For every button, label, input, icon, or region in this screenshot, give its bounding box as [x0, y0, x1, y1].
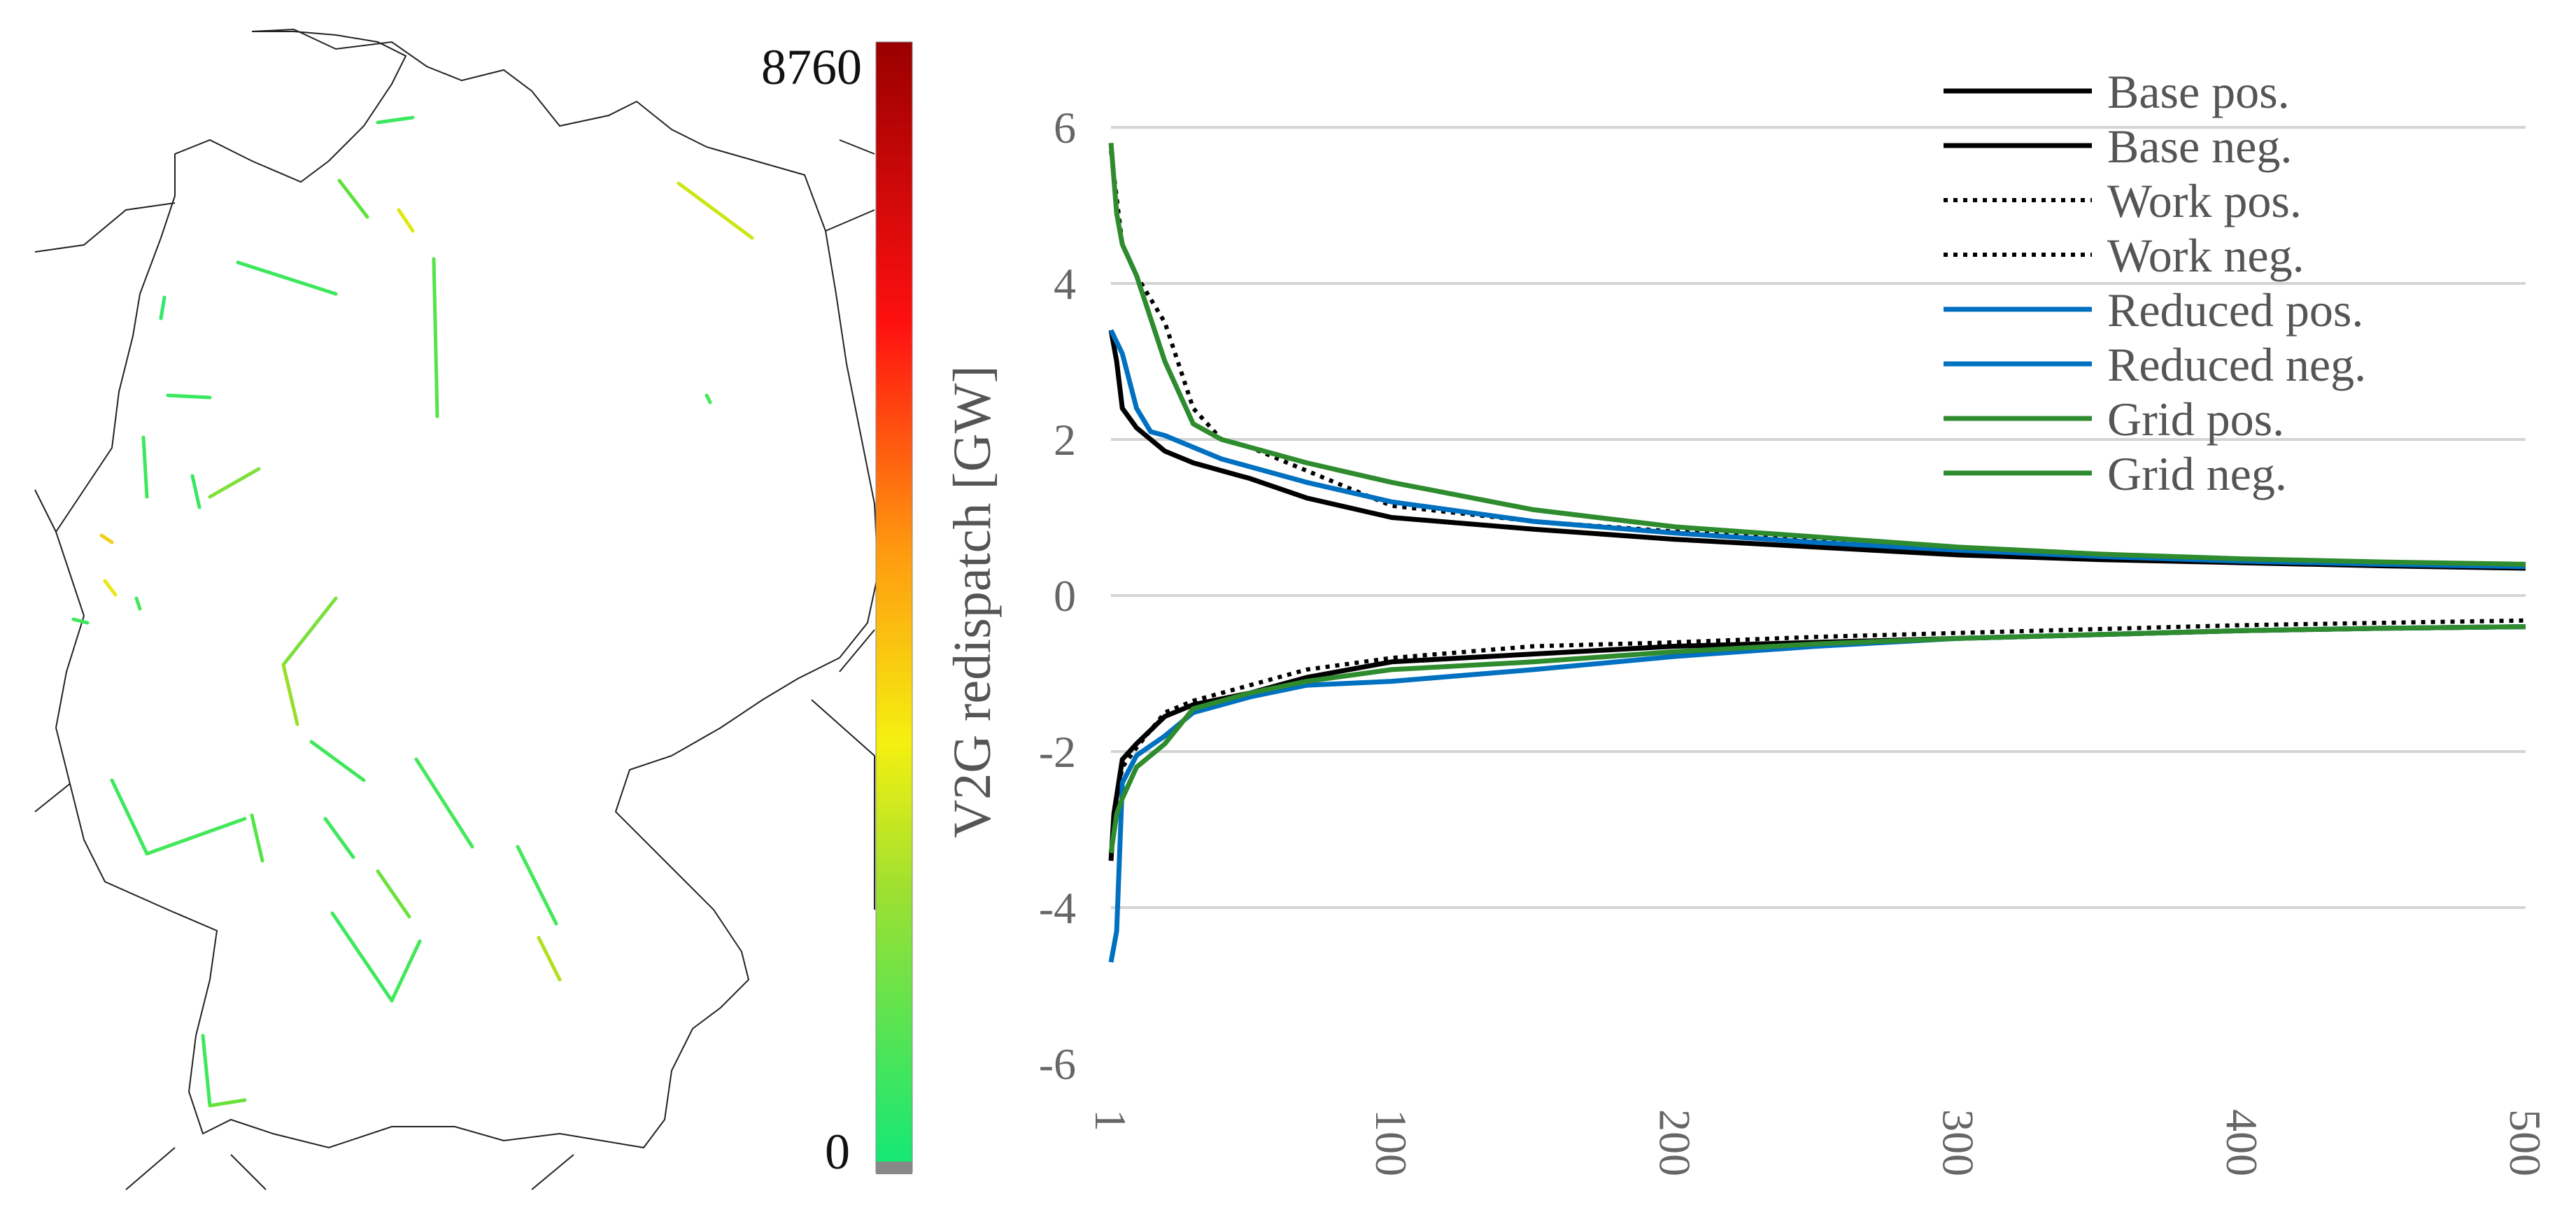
legend-label: Grid neg.: [2107, 447, 2287, 500]
y-tick-label: 2: [1054, 415, 1076, 465]
legend-label: Reduced pos.: [2107, 283, 2363, 337]
x-tick-label: 400: [2217, 1109, 2267, 1176]
y-tick-label: 6: [1054, 103, 1076, 153]
x-tick-label: 500: [2500, 1109, 2550, 1176]
colorbar-base: [876, 1162, 912, 1174]
y-tick-label: 0: [1054, 571, 1076, 621]
neighbor-border: [34, 139, 875, 1190]
legend-label: Reduced neg.: [2107, 338, 2366, 391]
redispatch-chart: 6 4 2 0 -2 -4 -6 1 100 200 300 400 500 V2G redispat…: [943, 65, 2550, 1176]
chart-panel: 6 4 2 0 -2 -4 -6 1 100 200 300 400 500 V2G redispat…: [943, 0, 2576, 1216]
colorbar-min-label: 0: [825, 1124, 850, 1180]
series-line: [1108, 624, 2526, 854]
legend: Base pos.Base neg.Work pos.Work neg.Redu…: [1944, 65, 2366, 500]
germany-border: [55, 28, 879, 1149]
y-tick-label: -6: [1039, 1039, 1076, 1089]
x-tick-label: 300: [1934, 1109, 1983, 1176]
gridlines: [1111, 126, 2526, 909]
series-line: [1108, 143, 2526, 567]
grid-lines: [71, 115, 754, 1108]
series-lines: [1108, 143, 2526, 963]
y-tick-label: 4: [1054, 259, 1076, 309]
y-tick-label: -4: [1039, 883, 1076, 933]
colorbar-max-label: 8760: [761, 39, 862, 95]
x-tick-label: 1: [1086, 1109, 1135, 1132]
germany-map: 8760 0: [34, 28, 913, 1190]
colorbar: [875, 41, 913, 1173]
legend-label: Base pos.: [2107, 65, 2290, 118]
series-line: [1109, 618, 2526, 854]
map-panel: 8760 0: [0, 0, 951, 1216]
series-line: [1108, 330, 2526, 571]
series-line: [1108, 624, 2526, 861]
x-tick-label: 100: [1366, 1109, 1416, 1176]
y-tick-labels: 6 4 2 0 -2 -4 -6: [1039, 103, 1076, 1089]
legend-label: Work pos.: [2107, 174, 2302, 227]
y-axis-label: V2G redispatch [GW]: [951, 365, 1002, 838]
legend-label: Grid pos.: [2107, 393, 2284, 446]
legend-label: Work neg.: [2107, 229, 2305, 282]
legend-label: Base neg.: [2107, 120, 2292, 173]
x-tick-label: 200: [1650, 1109, 1699, 1176]
x-tick-labels: 1 100 200 300 400 500: [1086, 1109, 2550, 1176]
y-tick-label: -2: [1039, 727, 1076, 777]
